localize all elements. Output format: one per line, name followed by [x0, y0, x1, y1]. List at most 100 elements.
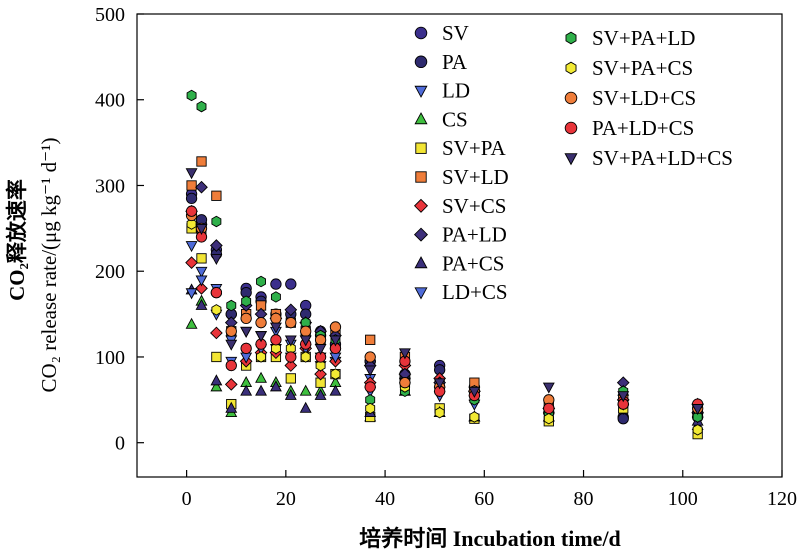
point-pa-cs	[314, 388, 327, 400]
point-sv-ld-cs	[285, 317, 297, 329]
point-sv-ld	[186, 180, 197, 191]
legend-sv-marker	[414, 26, 428, 40]
point-sv-pa-ld	[256, 275, 266, 288]
x-tick-label: 100	[668, 488, 698, 510]
legend-sv-cs-marker	[413, 198, 429, 213]
y-tick-label: 500	[95, 4, 125, 26]
plot-frame	[136, 13, 783, 478]
point-sv-pa-ld-cs	[542, 382, 555, 394]
y-axis-label-en: CO₂ release rate/(μg kg⁻¹ d⁻¹)	[37, 137, 61, 392]
point-sv-pa-ld-cs	[185, 168, 198, 180]
point-sv-pa-ld	[196, 100, 207, 113]
axis-labels: 培养时间 Incubation time/d CO₂释放速率 CO₂ relea…	[5, 137, 621, 551]
point-pa-cs	[240, 384, 253, 396]
point-sv-ld	[211, 190, 222, 201]
legend-pa-ld-marker	[413, 227, 429, 242]
point-pa-cs	[225, 401, 238, 413]
legend-pa-ld-cs-label: PA+LD+CS	[592, 116, 694, 140]
x-tick-label: 60	[474, 488, 494, 510]
y-axis-label-cn: CO₂释放速率	[5, 179, 29, 301]
point-sv-ld-cs	[399, 377, 411, 389]
point-pa-ld-cs	[225, 359, 237, 372]
point-sv-pa-cs	[330, 368, 341, 380]
point-sv-pa-cs	[434, 406, 445, 419]
legend-sv-ld-cs-marker	[564, 91, 578, 105]
legend-cs-marker	[414, 112, 428, 125]
point-sv-ld-cs	[240, 312, 252, 325]
point-sv-pa-ld	[241, 295, 252, 307]
point-sv-pa-cs	[211, 304, 222, 316]
legend-pa-marker	[414, 55, 428, 69]
point-cs	[185, 317, 198, 329]
point-pa-cs	[329, 384, 342, 396]
point-pa-ld	[284, 303, 298, 317]
point-sv-ld-cs	[270, 312, 282, 325]
point-sv-ld-cs	[314, 334, 327, 346]
legend-sv-pa-cs-label: SV+PA+CS	[592, 56, 693, 80]
x-tick-label: 120	[767, 488, 797, 510]
point-pa-cs	[299, 401, 312, 413]
point-sv-pa-ld-cs	[398, 348, 411, 360]
axes: 0 20 40 60 80 100 120 0 100 200 300 400 500	[95, 4, 797, 510]
point-sv-pa-cs	[315, 359, 326, 372]
point-sv-pa-ld-cs	[225, 339, 238, 351]
point-sv-cs	[195, 282, 208, 295]
point-sv-pa-ld	[270, 291, 281, 303]
point-pa-ld	[195, 180, 208, 194]
data-points	[185, 89, 705, 440]
legend-sv-pa-ld-marker	[565, 31, 577, 45]
point-cs	[210, 380, 223, 392]
point-pa	[185, 192, 198, 204]
point-pa-cs	[255, 384, 267, 396]
point-sv-pa-ld-cs	[210, 254, 223, 266]
point-pa-ld-cs	[543, 402, 555, 415]
legend-sv-pa-ld-cs-label: SV+PA+LD+CS	[592, 146, 733, 170]
point-cs	[255, 371, 267, 383]
point-sv-cs	[185, 256, 198, 270]
point-sv	[270, 278, 282, 290]
point-ld-cs	[185, 288, 198, 300]
point-ld	[195, 266, 208, 278]
legend-sv-cs-label: SV+CS	[442, 194, 506, 218]
point-sv-pa-cs	[365, 402, 376, 415]
point-sv-pa-ld-cs	[617, 391, 630, 403]
legend-pa-ld-cs-marker	[564, 121, 578, 135]
point-sv-pa-ld-cs	[691, 404, 704, 416]
point-sv-pa-ld-cs	[284, 335, 297, 347]
legend-sv-pa-cs-marker	[565, 61, 577, 75]
point-sv-cs	[224, 378, 238, 391]
point-sv-pa-ld-cs	[364, 365, 377, 377]
x-tick-label: 0	[182, 488, 192, 510]
point-pa-cs	[210, 374, 223, 386]
legend-ld-cs-marker	[414, 287, 428, 300]
point-pa-cs	[269, 380, 282, 392]
legend-sv-pa-label: SV+PA	[442, 136, 506, 160]
point-sv-pa-ld-cs	[314, 344, 327, 356]
legend-sv-ld-marker	[415, 171, 427, 183]
y-tick-label: 400	[95, 90, 125, 112]
x-tick-label: 20	[276, 488, 296, 510]
legend-sv-pa-ld-cs-marker	[564, 153, 578, 166]
point-sv-cs	[284, 359, 298, 372]
legend-pa-cs-label: PA+CS	[442, 251, 504, 275]
point-sv-pa-ld-cs	[433, 378, 446, 390]
point-sv-cs	[314, 367, 327, 381]
point-sv-pa-cs	[270, 342, 281, 355]
point-sv-ld	[196, 156, 207, 167]
point-sv-pa-cs	[186, 218, 197, 230]
legend-ld-marker	[414, 85, 428, 98]
point-sv-pa-ld-cs	[468, 386, 481, 398]
point-pa-ld-cs	[185, 205, 198, 217]
legend-ld-label: LD	[442, 79, 470, 103]
point-sv-ld-cs	[255, 317, 267, 329]
x-tick-label: 40	[375, 488, 395, 510]
legend-sv-pa-ld-label: SV+PA+LD	[592, 26, 695, 50]
legend-ld-cs-label: LD+CS	[442, 280, 508, 304]
point-sv-pa-ld	[226, 299, 237, 312]
y-tick-label: 300	[95, 175, 125, 197]
point-sv-cs	[210, 326, 223, 340]
point-sv-pa-ld	[186, 89, 197, 102]
point-sv	[285, 278, 297, 290]
